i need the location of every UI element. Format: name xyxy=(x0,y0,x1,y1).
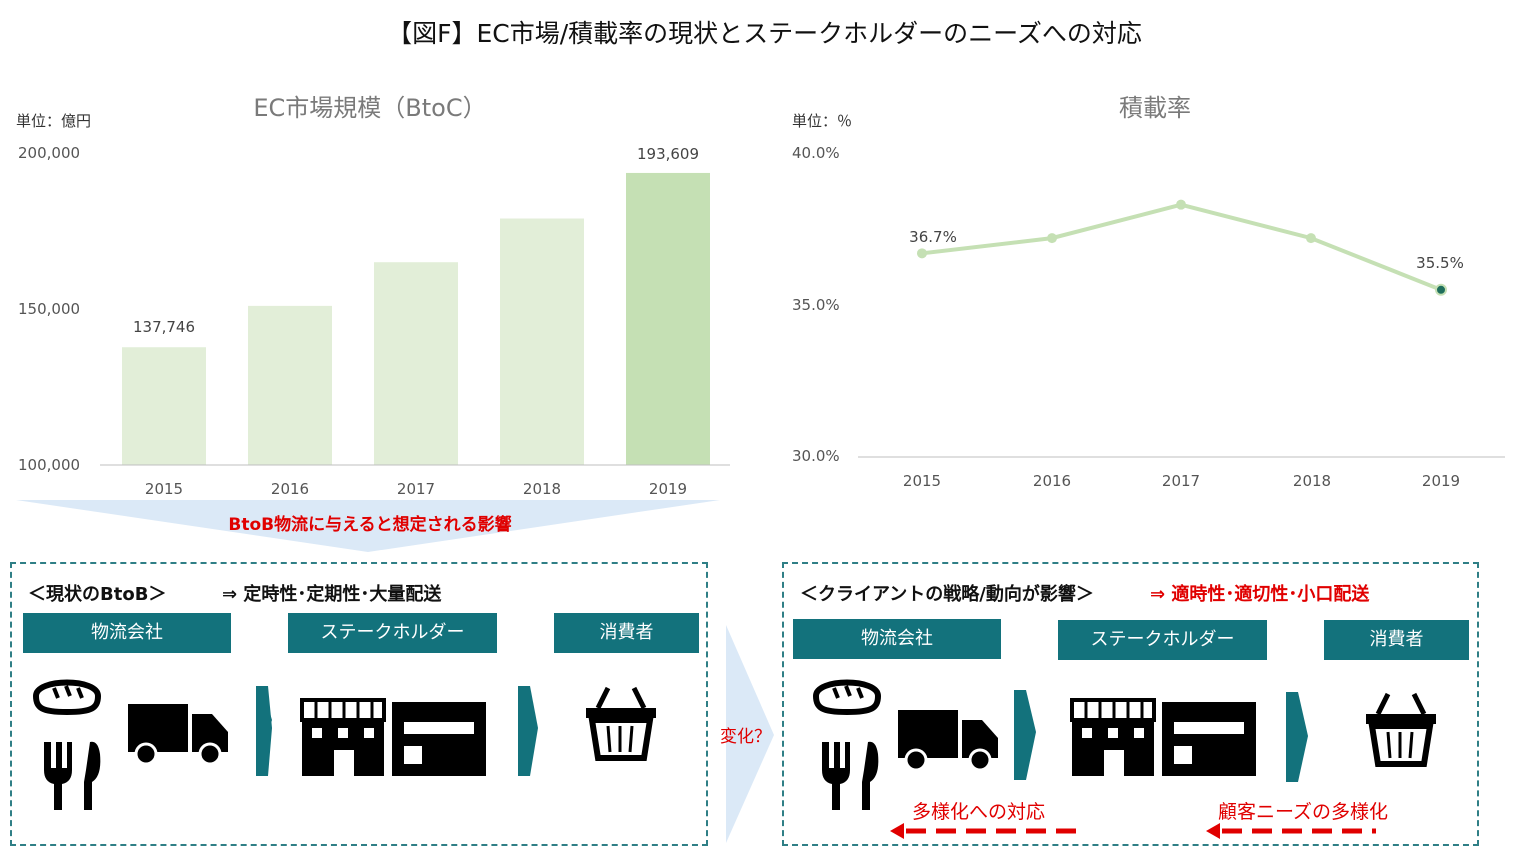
flow-arrow-icon xyxy=(1014,690,1036,780)
ec-bar-2016 xyxy=(248,305,332,465)
ec-bar-chart xyxy=(100,172,730,466)
ec-bar-2017 xyxy=(374,262,458,465)
impact-funnel xyxy=(16,500,720,552)
load-xtick-2017: 2017 xyxy=(1161,472,1201,490)
load-point-2017 xyxy=(1176,199,1186,210)
shopping-basket-icon xyxy=(1366,692,1436,767)
fork-knife-icon xyxy=(44,741,101,810)
store-icon xyxy=(300,698,386,776)
load-xtick-2019: 2019 xyxy=(1421,472,1461,490)
response-label: 多様化への対応 xyxy=(912,801,1046,823)
load-point-2019 xyxy=(1435,283,1447,296)
actor-stakeholder: ステークホルダー xyxy=(288,613,497,653)
truck-icon xyxy=(128,704,228,766)
current-btob-box xyxy=(10,562,708,846)
ec-bar-2018 xyxy=(500,218,584,465)
load-datalabel-2015: 36.7% xyxy=(909,228,957,246)
needs-label: 顧客ニーズの多様化 xyxy=(1218,801,1389,823)
truck-icon xyxy=(898,710,998,772)
load-ytick-40: 40.0% xyxy=(792,144,840,162)
load-datalabel-2019: 35.5% xyxy=(1416,254,1464,272)
ec-xtick-2019: 2019 xyxy=(648,480,688,498)
load-point-2015 xyxy=(917,248,927,259)
load-xtick-2015: 2015 xyxy=(902,472,942,490)
actor-consumer: 消費者 xyxy=(554,613,699,653)
dashed-left-arrow-needs xyxy=(1206,823,1376,839)
bread-icon xyxy=(32,679,102,716)
load-chart-title: 積載率 xyxy=(1119,94,1191,122)
building-icon xyxy=(1162,702,1256,776)
future-btob-box xyxy=(782,562,1479,846)
future-btob-heading: ＜クライアントの戦略/動向が影響＞ xyxy=(800,584,1094,605)
ec-bar-2019 xyxy=(626,172,710,465)
page-title: 【図F】EC市場/積載率の現状とステークホルダーのニーズへの対応 xyxy=(387,19,1142,48)
ec-ytick-200000: 200,000 xyxy=(18,144,81,162)
load-point-2018 xyxy=(1306,233,1316,244)
shopping-basket-icon xyxy=(586,686,656,761)
future-btob-features: ⇒ 適時性･適切性･小口配送 xyxy=(1150,584,1370,605)
load-ytick-35: 35.0% xyxy=(792,296,840,314)
building-icon xyxy=(392,702,486,776)
fork-knife-icon xyxy=(822,741,879,810)
load-unit-label: 単位：％ xyxy=(792,112,853,130)
flow-arrow-icon-2 xyxy=(1286,692,1308,782)
load-line-chart xyxy=(858,199,1505,458)
actor-consumer-2: 消費者 xyxy=(1324,620,1469,660)
flow-arrow-icon-2 xyxy=(518,686,538,776)
feedback-arrows xyxy=(890,823,1376,839)
load-series-line xyxy=(921,202,1442,292)
impact-label: BtoB物流に与えると想定される影響 xyxy=(228,515,512,535)
ec-xtick-2015: 2015 xyxy=(144,480,184,498)
ec-ytick-150000: 150,000 xyxy=(18,300,81,318)
ec-xtick-2017: 2017 xyxy=(396,480,436,498)
change-arrow xyxy=(726,625,774,843)
actor-logistics-2: 物流会社 xyxy=(793,619,1001,659)
future-flow-icons xyxy=(812,679,1436,810)
ec-bar-2015 xyxy=(122,347,206,465)
ec-datalabel-2019: 193,609 xyxy=(636,145,700,163)
load-point-2016 xyxy=(1047,233,1057,244)
dashed-left-arrow-response xyxy=(890,823,1084,839)
current-flow-icons xyxy=(32,679,656,810)
current-btob-features: ⇒ 定時性･定期性･大量配送 xyxy=(222,584,442,605)
ec-datalabel-2015: 137,746 xyxy=(132,318,196,336)
load-ytick-30: 30.0% xyxy=(792,447,840,465)
load-xtick-2016: 2016 xyxy=(1032,472,1072,490)
ec-ytick-100000: 100,000 xyxy=(18,456,81,474)
load-xtick-2018: 2018 xyxy=(1292,472,1332,490)
store-icon xyxy=(1070,698,1156,776)
ec-xtick-2018: 2018 xyxy=(522,480,562,498)
ec-chart-title: EC市場規模（BtoC） xyxy=(253,94,487,122)
flow-arrow-icon xyxy=(256,686,272,776)
bread-icon xyxy=(812,679,882,716)
actor-stakeholder-2: ステークホルダー xyxy=(1058,620,1267,660)
ec-xtick-2016: 2016 xyxy=(270,480,310,498)
ec-unit-label: 単位：億円 xyxy=(16,112,92,130)
actor-logistics: 物流会社 xyxy=(23,613,231,653)
change-label: 変化？ xyxy=(720,727,771,747)
current-btob-heading: ＜現状のBtoB＞ xyxy=(28,584,167,605)
